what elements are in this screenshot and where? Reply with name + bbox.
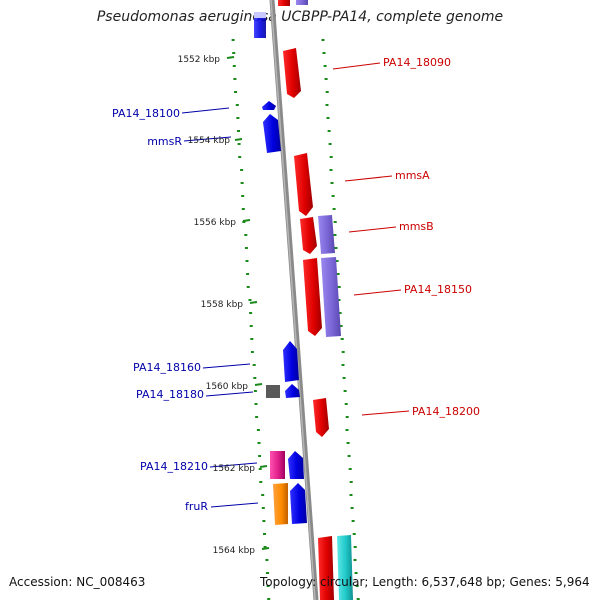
gene-arrow-pa14-18200 [313, 398, 329, 437]
leader-mmsb [348, 226, 397, 233]
gc-skew-track-right [321, 39, 360, 600]
accession-text: Accession: NC_008463 [9, 575, 146, 589]
gene-box-pa14-18210-magenta [270, 451, 285, 479]
tick-label-1562: 1562 kbp [213, 464, 256, 474]
gene-arrow-pa14-18090 [283, 48, 301, 98]
gene-arrow-bottom-cyan [337, 535, 353, 600]
gene-arrow-pa14-18160 [283, 341, 299, 382]
tick-mark-1558 [249, 301, 258, 304]
gene-label-pa14-18200[interactable]: PA14_18200 [412, 405, 480, 418]
genome-backbone-highlight [270, 0, 316, 600]
gene-label-pa14-18150[interactable]: PA14_18150 [404, 283, 472, 296]
gene-arrow-pa14-18210 [288, 451, 304, 479]
gene-label-mmsr[interactable]: mmsR [147, 135, 182, 148]
gene-arrow-bottom-red [318, 536, 334, 600]
gene-arrow-mmsa [294, 153, 313, 216]
leader-pa14-18150 [353, 289, 402, 296]
tick-label-1552: 1552 kbp [178, 55, 221, 65]
gene-arrow-pa14-18180 [285, 384, 300, 398]
tick-mark-1564 [261, 547, 270, 550]
leader-frur [210, 502, 259, 508]
tick-label-1560: 1560 kbp [206, 382, 249, 392]
leader-pa14-18100 [181, 107, 230, 114]
gene-label-pa14-18210[interactable]: PA14_18210 [140, 460, 208, 473]
tick-label-1556: 1556 kbp [194, 218, 237, 228]
gene-label-pa14-18160[interactable]: PA14_18160 [133, 361, 201, 374]
leader-pa14-18200 [361, 410, 410, 416]
genome-backbone [269, 0, 319, 600]
gene-arrow-pa14-18100 [262, 101, 276, 110]
gene-arrow-mmsb-companion [318, 215, 335, 254]
topology-text: Topology: circular; Length: 6,537,648 bp… [260, 575, 590, 589]
tick-label-1558: 1558 kbp [201, 300, 244, 310]
gene-arrow-frur-blue [290, 483, 307, 524]
gene-label-pa14-18090[interactable]: PA14_18090 [383, 56, 451, 69]
gene-label-mmsa[interactable]: mmsA [395, 169, 430, 182]
tick-mark-1556 [242, 219, 251, 222]
page-title: Pseudomonas aeruginosa UCBPP-PA14, compl… [96, 9, 504, 25]
leader-mmsr [183, 136, 232, 142]
tick-label-1564: 1564 kbp [213, 546, 256, 556]
tick-label-1554: 1554 kbp [188, 136, 231, 146]
leader-pa14-18210 [209, 462, 258, 468]
gene-label-pa14-18100[interactable]: PA14_18100 [112, 107, 180, 120]
leader-pa14-18160 [202, 363, 251, 369]
tick-mark-1552 [226, 56, 235, 59]
gene-label-frur[interactable]: fruR [185, 500, 208, 513]
tick-mark-1562 [259, 465, 268, 468]
leader-pa14-18180 [205, 391, 254, 397]
gene-box-partial-top-light [254, 12, 266, 18]
gene-arrow-partial-top [254, 14, 266, 38]
gene-arrow-pa14-18150 [303, 258, 322, 336]
gene-arrow-pa14-18150-companion [321, 257, 341, 337]
leader-pa14-18090 [332, 62, 381, 70]
tick-mark-1554 [234, 138, 243, 141]
gene-arrow-mmsb [300, 217, 317, 254]
tick-mark-1560 [254, 383, 263, 386]
gene-label-pa14-18180[interactable]: PA14_18180 [136, 388, 204, 401]
gene-box-partial-top-purple [296, 0, 308, 5]
leader-mmsa [344, 175, 393, 182]
gene-arrow-frur [273, 483, 288, 525]
gene-arrow-mmsr [263, 114, 281, 153]
gene-label-mmsb[interactable]: mmsB [399, 220, 434, 233]
gene-arrow-partial-top-red [278, 0, 290, 6]
gc-skew-track-left [231, 39, 271, 600]
gene-box-gray [266, 385, 280, 398]
